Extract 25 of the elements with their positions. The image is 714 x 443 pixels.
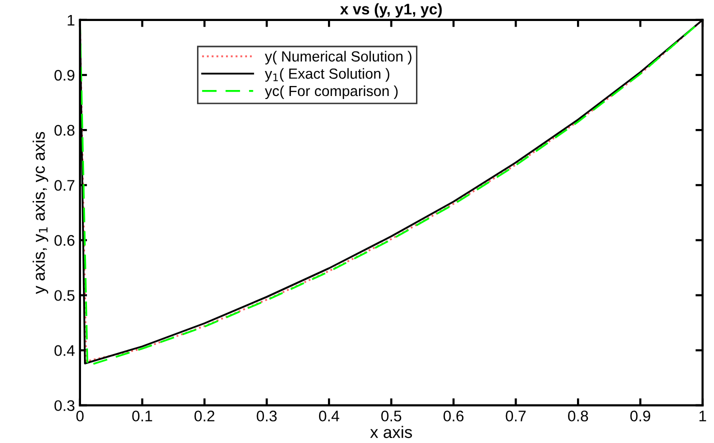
x-tick-label: 0.4 bbox=[318, 410, 340, 422]
y-tick-label: 0.7 bbox=[54, 180, 74, 191]
legend-label: y$_{1}$( Exact Solution ) bbox=[264, 68, 390, 82]
x-tick-label: 0.1 bbox=[132, 410, 152, 422]
chart-title: x vs (y, y1, yc) bbox=[340, 3, 442, 18]
x-tick-label: 0.7 bbox=[506, 410, 526, 422]
x-tick-label: 0.6 bbox=[444, 410, 464, 422]
legend-label: y( Numerical Solution ) bbox=[264, 50, 412, 64]
x-tick-label: 0.8 bbox=[568, 410, 588, 422]
y-tick-label: 0.6 bbox=[54, 235, 74, 246]
y-tick-label: 0.8 bbox=[54, 124, 74, 136]
legend-label: yc( For comparison ) bbox=[264, 85, 398, 100]
x-axis-title: x axis bbox=[370, 426, 412, 438]
y-axis-title: y axis, y$_{1}$ axis, yc axis bbox=[32, 132, 48, 294]
x-tick-label: 0.3 bbox=[256, 410, 277, 422]
x-tick-label: 0.2 bbox=[194, 410, 214, 422]
y-tick-label: 1 bbox=[68, 14, 74, 26]
x-tick-label: 0 bbox=[76, 410, 84, 422]
y-tick-label: 0.3 bbox=[54, 400, 74, 412]
x-tick-label: 0.5 bbox=[381, 410, 402, 422]
y-tick-label: 0.4 bbox=[54, 345, 75, 356]
x-tick-label: 1 bbox=[699, 410, 706, 422]
y-tick-label: 0.5 bbox=[54, 290, 74, 301]
x-tick-label: 0.9 bbox=[630, 410, 650, 422]
y-tick-label: 0.9 bbox=[54, 70, 74, 81]
